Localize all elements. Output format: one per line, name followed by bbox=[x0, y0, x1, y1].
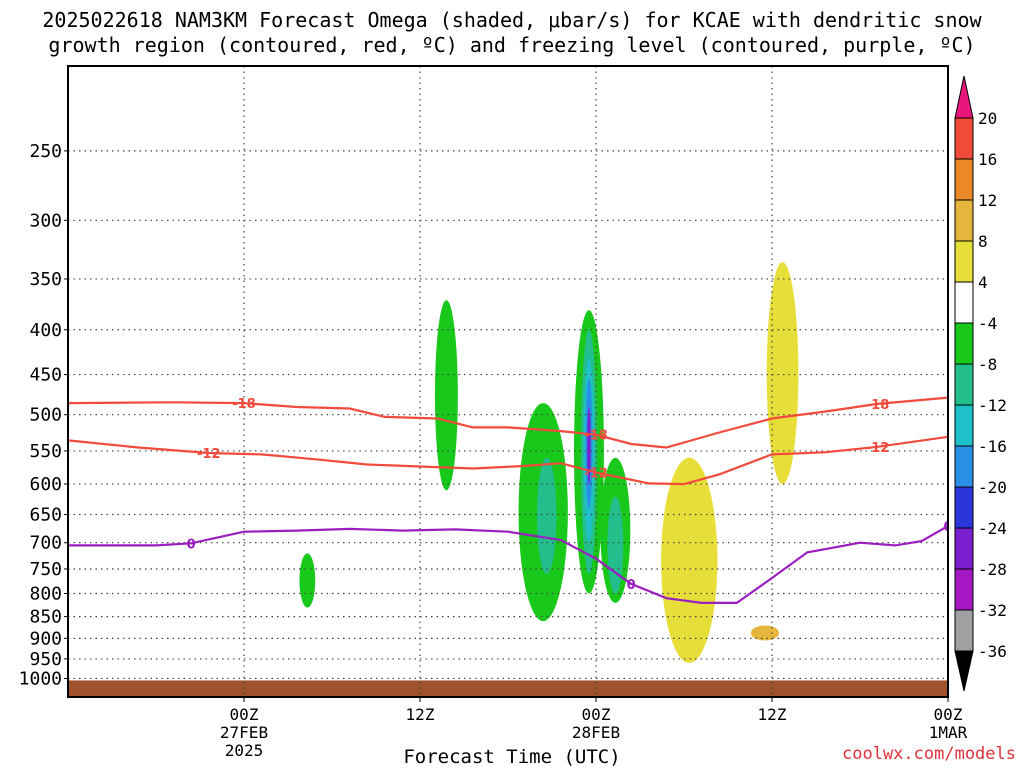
chart-title-line-2: growth region (contoured, red, ºC) and f… bbox=[48, 33, 976, 57]
colorbar-bin-1 bbox=[954, 158, 974, 201]
contour-label-2-2: 0 bbox=[943, 520, 952, 535]
y-tick-label-300: 300 bbox=[29, 210, 62, 231]
omega-region-7 bbox=[750, 625, 780, 641]
x-tick-sub1-2: 28FEB bbox=[572, 723, 620, 742]
x-tick-label-2: 00Z bbox=[582, 705, 611, 724]
omega-region-0 bbox=[434, 300, 458, 491]
omega-core-4 bbox=[537, 457, 557, 575]
colorbar-label-9: -20 bbox=[978, 478, 1007, 497]
y-tick-label-900: 900 bbox=[29, 628, 62, 649]
colorbar-label-12: -32 bbox=[978, 601, 1007, 620]
colorbar-bottom-arrow bbox=[954, 650, 974, 692]
colorbar-bin-9 bbox=[954, 486, 974, 529]
grid-lines bbox=[68, 66, 949, 697]
omega-region-4 bbox=[299, 553, 316, 608]
y-tick-label-950: 950 bbox=[29, 649, 62, 670]
contour-2 bbox=[68, 524, 948, 604]
credit-link[interactable]: coolwx.com/models bbox=[842, 744, 1016, 764]
ground-layer bbox=[68, 680, 948, 697]
omega-region-5 bbox=[766, 262, 799, 485]
colorbar-label-5: -4 bbox=[978, 314, 997, 333]
y-tick-label-1000: 1000 bbox=[19, 668, 62, 689]
contour-label-1-1: -12 bbox=[584, 466, 608, 481]
colorbar-bin-0 bbox=[954, 117, 974, 160]
contour-0 bbox=[68, 396, 948, 449]
y-tick-label-550: 550 bbox=[29, 441, 62, 462]
omega-core-3 bbox=[587, 406, 591, 485]
plot-frame bbox=[67, 65, 949, 698]
contour-label-1-2: -12 bbox=[866, 441, 890, 456]
colorbar-label-11: -28 bbox=[978, 560, 1007, 579]
y-tick-label-850: 850 bbox=[29, 607, 62, 628]
colorbar-bin-11 bbox=[954, 568, 974, 611]
colorbar-label-8: -16 bbox=[978, 437, 1007, 456]
x-tick-label-1: 12Z bbox=[406, 705, 435, 724]
contour-1 bbox=[68, 435, 948, 486]
omega-region-6 bbox=[661, 457, 718, 663]
colorbar-bin-12 bbox=[954, 609, 974, 652]
x-tick-label-3: 12Z bbox=[758, 705, 787, 724]
colorbar-label-1: 16 bbox=[978, 150, 997, 169]
x-tick-label-4: 00Z bbox=[934, 705, 963, 724]
colorbar-bin-8 bbox=[954, 445, 974, 488]
colorbar-label-6: -8 bbox=[978, 355, 997, 374]
colorbar-label-2: 12 bbox=[978, 191, 997, 210]
chart-title-line-1: 2025022618 NAM3KM Forecast Omega (shaded… bbox=[42, 8, 982, 32]
colorbar-bin-4 bbox=[954, 281, 974, 324]
ground-band bbox=[68, 680, 948, 697]
colorbar-label-4: 4 bbox=[978, 273, 988, 292]
colorbar-bin-10 bbox=[954, 527, 974, 570]
colorbar-bin-7 bbox=[954, 404, 974, 447]
colorbar: 20 16 12 8 4 -4 -8 -12 -16 -20 -24 -28 -32 -36 bbox=[954, 75, 1007, 692]
colorbar-bin-6 bbox=[954, 363, 974, 406]
y-tick-label-250: 250 bbox=[29, 141, 62, 162]
y-tick-label-400: 400 bbox=[29, 320, 62, 341]
y-tick-label-600: 600 bbox=[29, 474, 62, 495]
contour-label-0-2: -18 bbox=[866, 398, 890, 413]
y-tick-label-500: 500 bbox=[29, 405, 62, 426]
colorbar-label-0: 20 bbox=[978, 109, 997, 128]
colorbar-label-10: -24 bbox=[978, 519, 1007, 538]
colorbar-top-arrow bbox=[954, 75, 974, 119]
x-tick-sub1-0: 27FEB bbox=[220, 723, 268, 742]
contour-label-2-0: 0 bbox=[187, 537, 196, 552]
omega-shading bbox=[299, 262, 799, 663]
y-tick-label-450: 450 bbox=[29, 365, 62, 386]
contour-label-0-1: -18 bbox=[584, 429, 608, 444]
x-axis-title: Forecast Time (UTC) bbox=[403, 746, 621, 768]
y-tick-label-800: 800 bbox=[29, 584, 62, 605]
contour-label-2-1: 0 bbox=[627, 578, 636, 593]
colorbar-bin-5 bbox=[954, 322, 974, 365]
contour-label-1-0: -12 bbox=[197, 447, 221, 462]
y-axis-ticks: 2503003504004505005506006507007508008509… bbox=[19, 141, 68, 689]
y-tick-label-650: 650 bbox=[29, 505, 62, 526]
contour-lines: -18 -18 -18 -12 -12 -12 0 0 0 bbox=[68, 396, 952, 604]
y-tick-label-700: 700 bbox=[29, 533, 62, 554]
colorbar-label-7: -12 bbox=[978, 396, 1007, 415]
colorbar-label-13: -36 bbox=[978, 642, 1007, 661]
x-tick-sub2-0: 2025 bbox=[225, 741, 264, 760]
x-tick-label-0: 00Z bbox=[230, 705, 259, 724]
y-tick-label-750: 750 bbox=[29, 559, 62, 580]
colorbar-bin-2 bbox=[954, 199, 974, 242]
colorbar-bin-3 bbox=[954, 240, 974, 283]
x-tick-sub1-4: 1MAR bbox=[929, 723, 968, 742]
contour-label-0-0: -18 bbox=[232, 397, 256, 412]
colorbar-label-3: 8 bbox=[978, 232, 988, 251]
y-tick-label-350: 350 bbox=[29, 269, 62, 290]
